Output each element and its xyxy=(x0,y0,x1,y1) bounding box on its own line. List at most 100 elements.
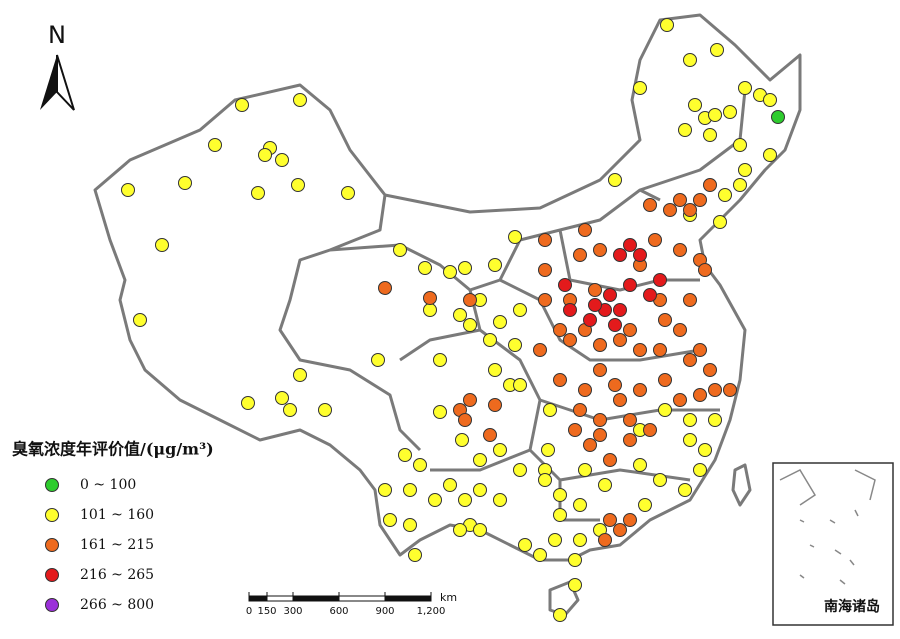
station xyxy=(155,238,169,252)
station xyxy=(403,483,417,497)
station xyxy=(488,363,502,377)
station xyxy=(713,215,727,229)
station xyxy=(623,278,637,292)
station xyxy=(275,153,289,167)
station xyxy=(573,403,587,417)
station xyxy=(543,403,557,417)
station xyxy=(648,233,662,247)
station xyxy=(483,333,497,347)
station xyxy=(513,303,527,317)
legend-title: 臭氧浓度年评价值/(μg/m³) xyxy=(12,440,214,459)
station xyxy=(738,81,752,95)
station xyxy=(683,293,697,307)
station xyxy=(693,343,707,357)
station xyxy=(573,498,587,512)
station xyxy=(371,353,385,367)
station xyxy=(643,198,657,212)
station xyxy=(553,373,567,387)
station xyxy=(638,498,652,512)
station xyxy=(723,105,737,119)
station xyxy=(613,333,627,347)
station xyxy=(658,313,672,327)
station xyxy=(673,323,687,337)
station xyxy=(613,523,627,537)
station xyxy=(623,413,637,427)
station xyxy=(698,443,712,457)
north-label: N xyxy=(48,21,66,49)
station xyxy=(563,333,577,347)
station xyxy=(643,288,657,302)
station xyxy=(428,493,442,507)
station xyxy=(693,193,707,207)
station xyxy=(588,283,602,297)
station xyxy=(623,323,637,337)
station xyxy=(443,265,457,279)
north-arrow: N xyxy=(40,21,75,111)
station xyxy=(673,193,687,207)
station xyxy=(413,458,427,472)
legend-label: 101 ~ 160 xyxy=(80,507,154,523)
station xyxy=(398,448,412,462)
station xyxy=(688,98,702,112)
station xyxy=(453,523,467,537)
station xyxy=(623,433,637,447)
legend-label: 0 ~ 100 xyxy=(80,477,136,493)
station xyxy=(703,363,717,377)
country-outline xyxy=(93,13,802,617)
station xyxy=(473,523,487,537)
station xyxy=(583,438,597,452)
station xyxy=(613,303,627,317)
scale-label: 0 xyxy=(246,606,252,617)
station xyxy=(488,398,502,412)
station xyxy=(608,318,622,332)
station xyxy=(443,478,457,492)
station xyxy=(733,178,747,192)
station xyxy=(538,473,552,487)
scale-label: 300 xyxy=(283,606,302,617)
scale-segment xyxy=(292,595,340,602)
station xyxy=(598,533,612,547)
station xyxy=(710,43,724,57)
station xyxy=(423,291,437,305)
station xyxy=(588,298,602,312)
station xyxy=(458,261,472,275)
station xyxy=(593,413,607,427)
station xyxy=(241,396,255,410)
station xyxy=(533,343,547,357)
station xyxy=(623,513,637,527)
station xyxy=(458,493,472,507)
inset-label: 南海诸岛 xyxy=(824,598,880,615)
scale-label: 900 xyxy=(375,606,394,617)
station xyxy=(553,488,567,502)
station xyxy=(133,313,147,327)
station xyxy=(533,548,547,562)
scale-segment xyxy=(338,595,386,602)
station xyxy=(633,458,647,472)
station xyxy=(455,433,469,447)
station xyxy=(553,508,567,522)
station xyxy=(653,343,667,357)
station xyxy=(593,363,607,377)
station xyxy=(121,183,135,197)
station xyxy=(693,388,707,402)
station xyxy=(508,230,522,244)
station xyxy=(568,553,582,567)
station xyxy=(513,378,527,392)
station xyxy=(708,108,722,122)
station xyxy=(403,518,417,532)
station xyxy=(293,368,307,382)
station xyxy=(658,373,672,387)
station xyxy=(493,443,507,457)
station xyxy=(553,608,567,622)
station xyxy=(718,188,732,202)
station xyxy=(251,186,265,200)
station xyxy=(723,383,737,397)
station xyxy=(683,53,697,67)
station xyxy=(573,533,587,547)
legend-marker xyxy=(45,598,59,612)
station xyxy=(708,383,722,397)
station xyxy=(513,463,527,477)
legend-label: 266 ~ 800 xyxy=(80,597,154,613)
station xyxy=(653,473,667,487)
